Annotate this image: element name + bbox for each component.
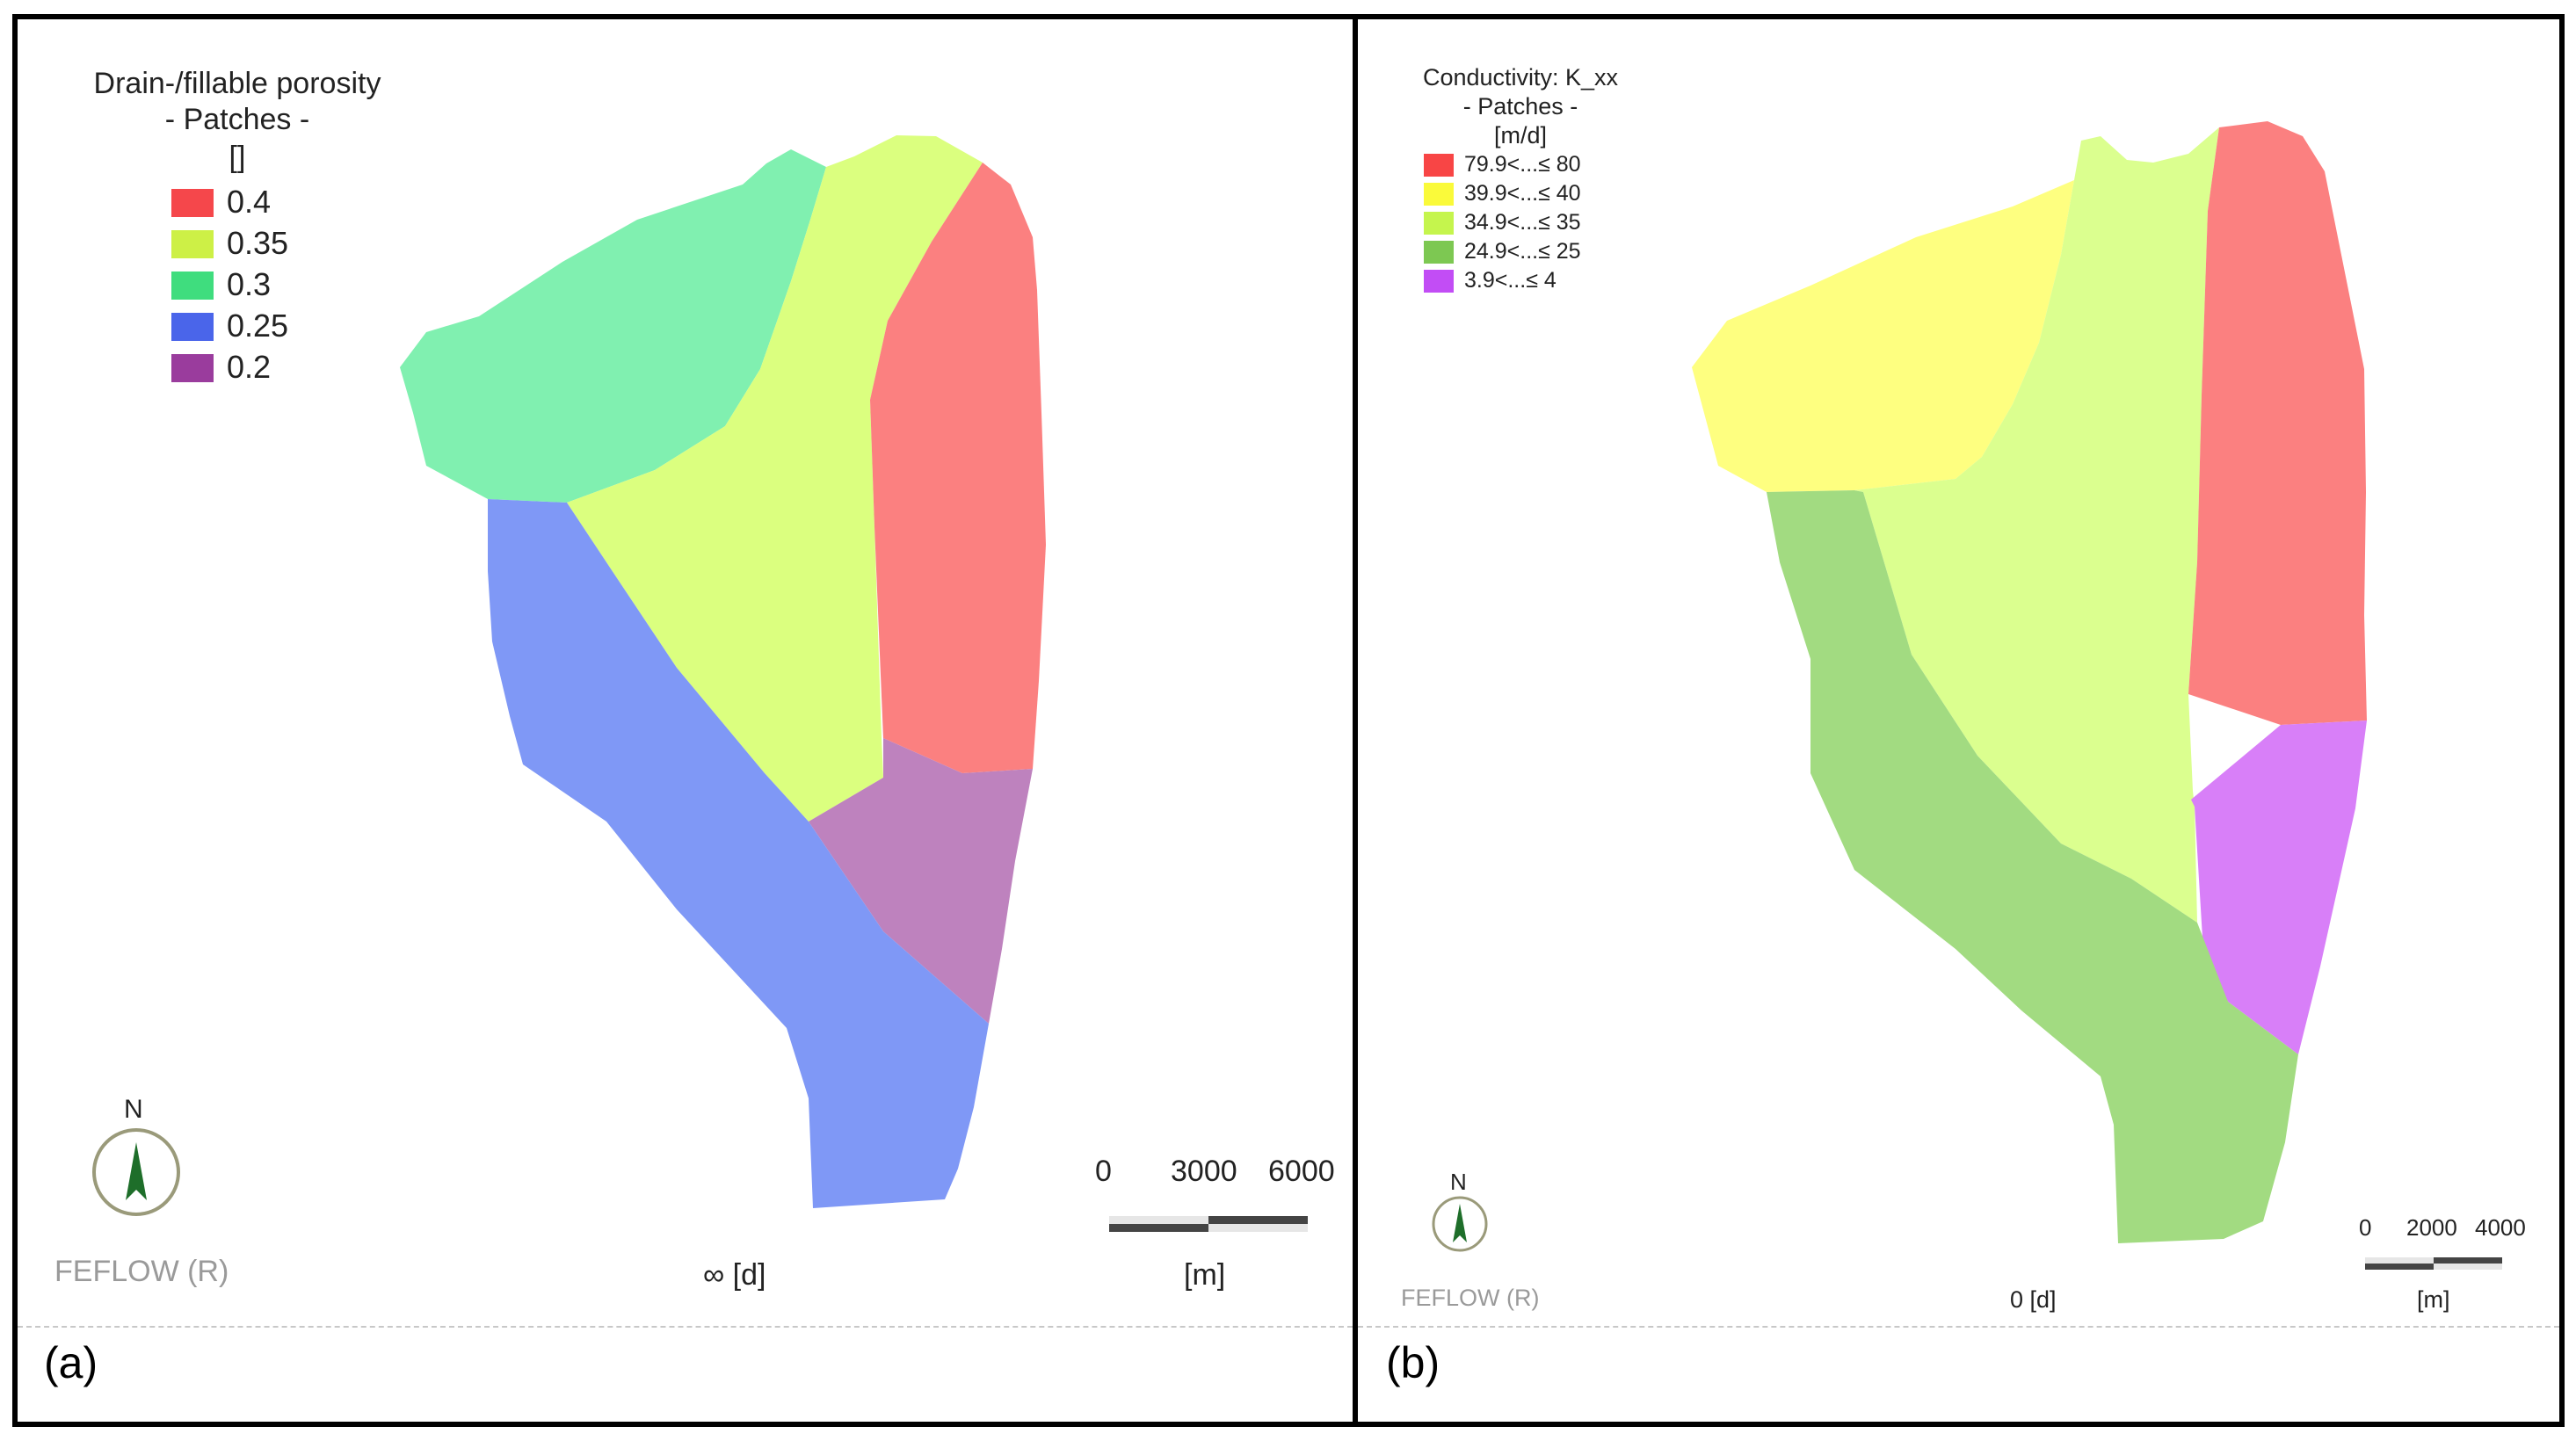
legend-label-k-80: 79.9<...≤ 80 bbox=[1464, 152, 1581, 177]
patch-porosity-0-3 bbox=[400, 149, 826, 503]
panel-a-time-label: ∞ [d] bbox=[703, 1258, 766, 1292]
panel-a-scale-bar bbox=[1109, 1216, 1308, 1232]
legend-swatch-0-35 bbox=[171, 230, 214, 258]
panel-divider bbox=[1353, 14, 1358, 1427]
panel-a-legend-title: Drain-/fillable porosity bbox=[93, 67, 381, 100]
patch-k-80 bbox=[2188, 121, 2367, 725]
patch-porosity-0-4 bbox=[870, 163, 1046, 773]
legend-swatch-0-4 bbox=[171, 189, 214, 217]
panel-b-scale-tick-0: 0 bbox=[2359, 1214, 2372, 1241]
legend-label-0-4: 0.4 bbox=[227, 184, 272, 220]
patch-porosity-0-2 bbox=[809, 738, 1033, 1024]
north-arrow-icon bbox=[92, 1128, 180, 1216]
legend-swatch-k-80 bbox=[1424, 154, 1454, 177]
patch-k-4 bbox=[2191, 720, 2367, 1054]
legend-label-k-40: 39.9<...≤ 40 bbox=[1464, 181, 1581, 206]
legend-label-0-3: 0.3 bbox=[227, 266, 272, 302]
panel-b-scale-tick-4000: 4000 bbox=[2475, 1214, 2526, 1241]
legend-label-0-35: 0.35 bbox=[227, 225, 289, 261]
panel-b-time-label: 0 [d] bbox=[2010, 1286, 2057, 1313]
legend-label-0-2: 0.2 bbox=[227, 349, 272, 385]
panel-a-scale-tick-0: 0 bbox=[1095, 1155, 1112, 1188]
patch-k-35 bbox=[1854, 127, 2219, 923]
panel-b-feflow-watermark: FEFLOW (R) bbox=[1401, 1285, 1540, 1311]
panel-a-scale-tick-3000: 3000 bbox=[1171, 1155, 1237, 1188]
legend-swatch-k-25 bbox=[1424, 241, 1454, 264]
panel-a-north-label: N bbox=[124, 1095, 143, 1124]
legend-label-k-25: 24.9<...≤ 25 bbox=[1464, 239, 1581, 264]
panel-b-legend-title: Conductivity: K_xx bbox=[1422, 64, 1619, 91]
legend-swatch-0-2 bbox=[171, 354, 214, 382]
panel-b-tag: (b) bbox=[1386, 1338, 1440, 1387]
legend-swatch-k-4 bbox=[1424, 270, 1454, 293]
figure-frame bbox=[12, 14, 2565, 1427]
panel-a-dashed-separator bbox=[18, 1326, 1353, 1328]
patch-porosity-0-25 bbox=[488, 499, 989, 1208]
panel-b-scale-unit: [m] bbox=[2417, 1286, 2450, 1313]
patch-k-25 bbox=[1767, 490, 2298, 1243]
panel-a-scale-unit: [m] bbox=[1184, 1258, 1226, 1292]
panel-a-feflow-watermark: FEFLOW (R) bbox=[54, 1255, 229, 1288]
panel-a-tag: (a) bbox=[44, 1338, 98, 1387]
panel-a-legend-unit: [] bbox=[229, 141, 246, 174]
legend-label-k-35: 34.9<...≤ 35 bbox=[1464, 210, 1581, 235]
panel-a-legend-subtitle: - Patches - bbox=[164, 103, 310, 136]
legend-swatch-0-25 bbox=[171, 313, 214, 341]
patch-k-40 bbox=[1692, 180, 2074, 492]
panel-a-scale-tick-6000: 6000 bbox=[1268, 1155, 1335, 1188]
panel-b-scale-bar bbox=[2365, 1257, 2502, 1270]
north-arrow-icon bbox=[1432, 1196, 1488, 1252]
panel-b-legend-subtitle: - Patches - bbox=[1462, 93, 1578, 119]
legend-label-0-25: 0.25 bbox=[227, 308, 289, 344]
panel-b-legend-unit: [m/d] bbox=[1493, 122, 1547, 148]
panel-b-scale-tick-2000: 2000 bbox=[2406, 1214, 2457, 1241]
legend-label-k-4: 3.9<...≤ 4 bbox=[1464, 268, 1556, 293]
patch-porosity-0-35 bbox=[567, 135, 983, 822]
panel-b-north-label: N bbox=[1450, 1169, 1467, 1195]
legend-swatch-k-35 bbox=[1424, 212, 1454, 235]
legend-swatch-0-3 bbox=[171, 272, 214, 300]
panel-b-dashed-separator bbox=[1358, 1326, 2559, 1328]
legend-swatch-k-40 bbox=[1424, 183, 1454, 206]
